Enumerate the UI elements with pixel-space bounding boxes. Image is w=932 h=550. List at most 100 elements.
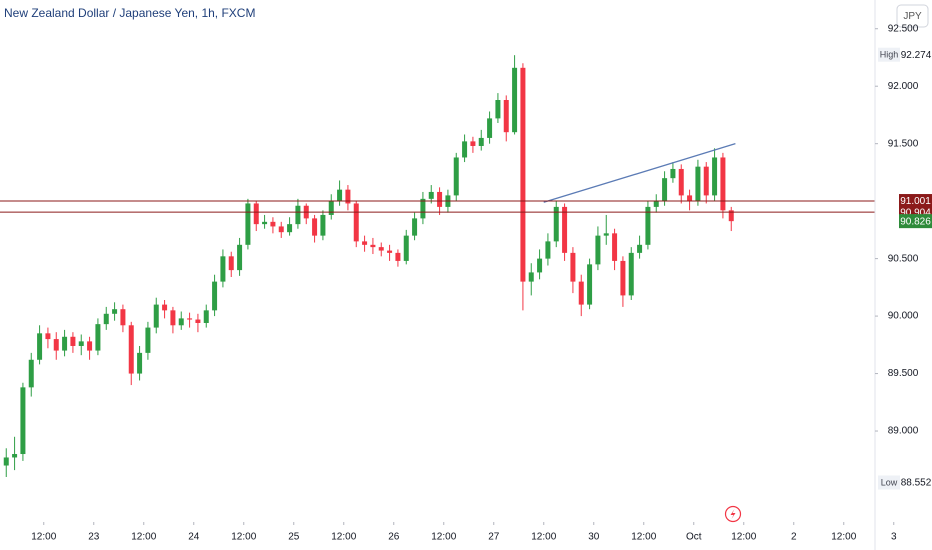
candle-body bbox=[370, 244, 376, 248]
candle-body bbox=[328, 201, 334, 215]
candle-body bbox=[62, 336, 68, 351]
candle-body bbox=[262, 221, 268, 225]
candle-body bbox=[728, 210, 734, 222]
candle-body bbox=[395, 252, 401, 261]
candle-body bbox=[587, 264, 593, 305]
x-tick-label: 30 bbox=[588, 532, 600, 543]
y-tick-label: 92.000 bbox=[888, 81, 919, 92]
high-value: 92.274 bbox=[901, 50, 932, 61]
candle-body bbox=[145, 327, 151, 353]
candle-body bbox=[270, 221, 276, 227]
candle-body bbox=[203, 310, 209, 323]
candle-body bbox=[237, 244, 243, 271]
chart-title: New Zealand Dollar / Japanese Yen, 1h, F… bbox=[4, 6, 255, 20]
candle-body bbox=[595, 235, 601, 265]
y-tick-label: 92.500 bbox=[888, 23, 919, 34]
candle-body bbox=[28, 359, 34, 388]
price-label: 91.001 bbox=[900, 196, 931, 207]
x-tick-label: 24 bbox=[188, 532, 200, 543]
high-tag-box bbox=[878, 47, 900, 62]
candle-body bbox=[320, 214, 326, 236]
candle-body bbox=[662, 178, 668, 202]
candle-body bbox=[462, 141, 468, 158]
candle-body bbox=[12, 454, 18, 458]
candle-body bbox=[212, 281, 218, 311]
candle-body bbox=[670, 168, 676, 179]
x-tick-label: 12:00 bbox=[131, 532, 156, 543]
candle-body bbox=[537, 258, 543, 273]
candle-body bbox=[103, 313, 109, 325]
candle-body bbox=[178, 318, 184, 326]
price-label: 90.904 bbox=[900, 207, 931, 218]
candle-body bbox=[603, 233, 609, 236]
candle-body bbox=[687, 195, 693, 202]
candle-body bbox=[528, 272, 534, 282]
candle-body bbox=[3, 457, 9, 466]
trendline bbox=[543, 143, 736, 203]
candle-body bbox=[228, 256, 234, 271]
candle-body bbox=[403, 235, 409, 261]
candle-body bbox=[703, 166, 709, 196]
candle-body bbox=[387, 250, 393, 253]
candle-body bbox=[678, 168, 684, 196]
candle-body bbox=[70, 336, 76, 346]
x-tick-label: 12:00 bbox=[331, 532, 356, 543]
candle-body bbox=[420, 198, 426, 219]
candle-body bbox=[503, 100, 509, 133]
candle-body bbox=[478, 137, 484, 146]
x-tick-label: 26 bbox=[388, 532, 400, 543]
plot-area bbox=[0, 55, 875, 478]
candle-body bbox=[653, 201, 659, 207]
candle-body bbox=[345, 189, 351, 204]
candle-body bbox=[95, 324, 101, 351]
x-tick-label: 12:00 bbox=[631, 532, 656, 543]
candle-body bbox=[353, 203, 359, 242]
candle-body bbox=[278, 226, 284, 233]
x-tick-label: 23 bbox=[88, 532, 100, 543]
candle-body bbox=[437, 191, 443, 207]
candle-body bbox=[120, 309, 126, 326]
x-tick-label: 12:00 bbox=[731, 532, 756, 543]
price-label: 90.826 bbox=[900, 216, 931, 227]
candle-body bbox=[162, 304, 168, 311]
price-label-box bbox=[899, 214, 932, 229]
y-tick-label: 89.500 bbox=[888, 368, 919, 379]
candle-body bbox=[637, 244, 643, 253]
x-tick-label: 12:00 bbox=[831, 532, 856, 543]
candle-body bbox=[287, 224, 293, 233]
currency-button[interactable] bbox=[896, 4, 929, 28]
x-tick-label: 12:00 bbox=[531, 532, 556, 543]
candle-body bbox=[453, 157, 459, 196]
x-tick-label: 25 bbox=[288, 532, 300, 543]
y-tick-label: 90.000 bbox=[888, 311, 919, 322]
candle-body bbox=[570, 252, 576, 282]
candle-body bbox=[720, 157, 726, 211]
candle-body bbox=[520, 67, 526, 282]
candle-body bbox=[245, 203, 251, 245]
currency-label: JPY bbox=[903, 11, 922, 22]
lightning bbox=[730, 509, 736, 519]
candle-body bbox=[137, 352, 143, 374]
candle-body bbox=[412, 218, 418, 236]
candle-body bbox=[695, 166, 701, 202]
x-tick-label: 27 bbox=[488, 532, 500, 543]
high-tag: High bbox=[880, 50, 899, 60]
candle-body bbox=[53, 339, 59, 351]
candle-body bbox=[87, 341, 93, 351]
candle-body bbox=[220, 256, 226, 282]
candle-body bbox=[187, 318, 193, 320]
candle-body bbox=[253, 203, 259, 225]
candle-body bbox=[712, 157, 718, 196]
y-tick-label: 91.500 bbox=[888, 138, 919, 149]
x-tick-label: 2 bbox=[791, 532, 797, 543]
candle-body bbox=[45, 333, 51, 340]
x-tick-label: 12:00 bbox=[31, 532, 56, 543]
low-tag: Low bbox=[881, 477, 898, 487]
candle-body bbox=[645, 206, 651, 245]
candle-body bbox=[78, 341, 84, 346]
candle-body bbox=[337, 189, 343, 202]
candle-body bbox=[312, 218, 318, 236]
candle-body bbox=[112, 309, 118, 314]
